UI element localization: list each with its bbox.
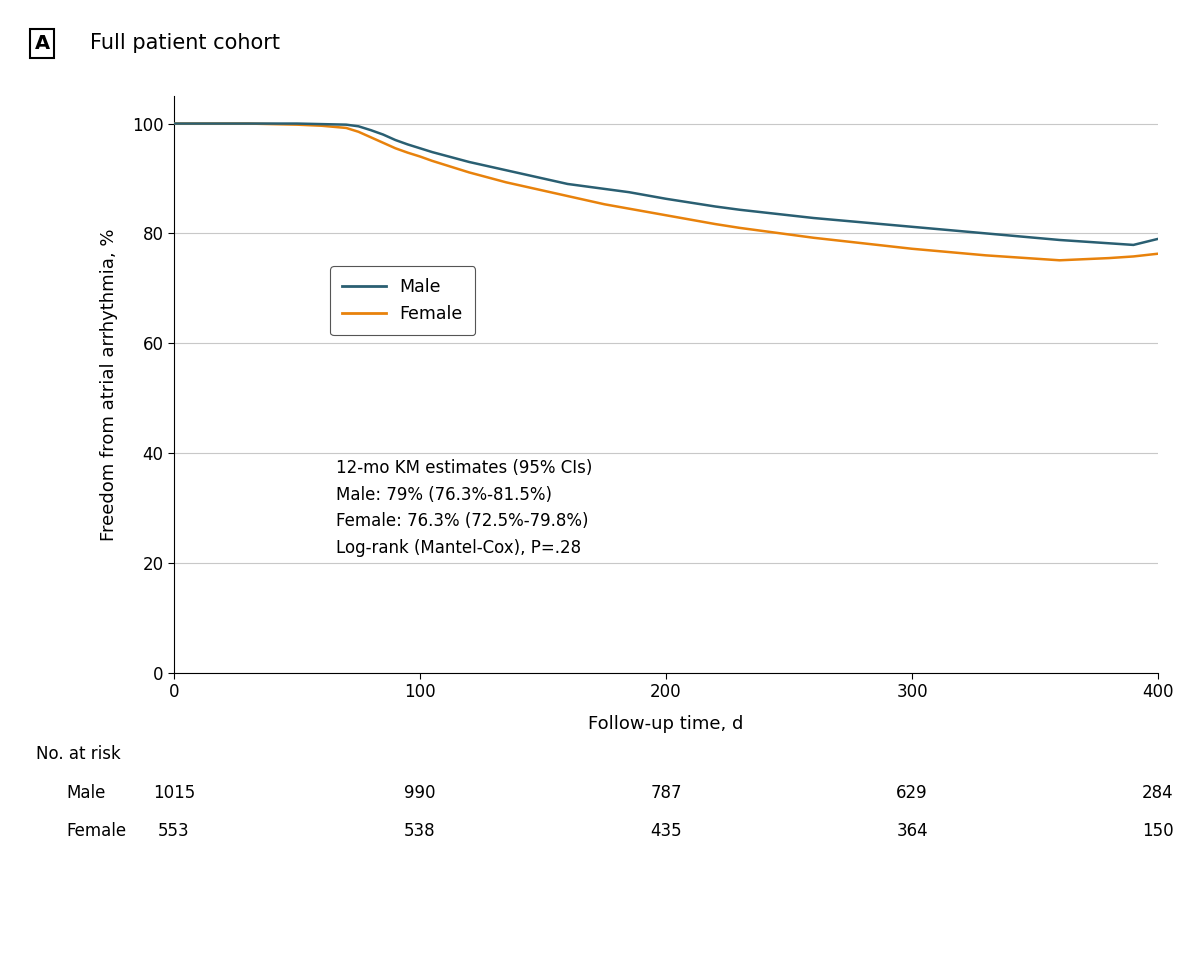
Text: Full patient cohort: Full patient cohort xyxy=(90,34,280,53)
Text: 284: 284 xyxy=(1142,784,1174,801)
Female xyxy=(732,222,746,234)
Male xyxy=(364,124,378,136)
Female xyxy=(610,201,624,212)
Text: A: A xyxy=(35,34,49,53)
Male xyxy=(499,164,514,176)
Text: 150: 150 xyxy=(1142,823,1174,840)
Female xyxy=(499,177,514,188)
Male xyxy=(1151,234,1165,245)
X-axis label: Follow-up time, d: Follow-up time, d xyxy=(588,715,744,733)
Female xyxy=(364,132,378,143)
Text: 435: 435 xyxy=(650,823,682,840)
Text: 553: 553 xyxy=(158,823,190,840)
Male xyxy=(610,185,624,196)
Text: 364: 364 xyxy=(896,823,928,840)
Text: 12-mo KM estimates (95% CIs)
Male: 79% (76.3%-81.5%)
Female: 76.3% (72.5%-79.8%): 12-mo KM estimates (95% CIs) Male: 79% (… xyxy=(336,459,593,556)
Female xyxy=(634,205,648,216)
Text: 538: 538 xyxy=(404,823,436,840)
Line: Male: Male xyxy=(174,124,1158,245)
Female xyxy=(647,208,661,219)
Female xyxy=(1052,255,1067,266)
Text: Male: Male xyxy=(66,784,106,801)
Male xyxy=(1127,239,1141,251)
Text: 629: 629 xyxy=(896,784,928,801)
Legend: Male, Female: Male, Female xyxy=(330,266,475,335)
Line: Female: Female xyxy=(174,124,1158,260)
Text: 1015: 1015 xyxy=(152,784,196,801)
Y-axis label: Freedom from atrial arrhythmia, %: Freedom from atrial arrhythmia, % xyxy=(100,228,118,541)
Female xyxy=(167,118,181,130)
Text: No. at risk: No. at risk xyxy=(36,746,121,763)
Text: Female: Female xyxy=(66,823,126,840)
Male xyxy=(167,118,181,130)
Text: 787: 787 xyxy=(650,784,682,801)
Text: 990: 990 xyxy=(404,784,436,801)
Male xyxy=(647,191,661,203)
Female xyxy=(1151,248,1165,259)
Male xyxy=(634,188,648,200)
Male xyxy=(732,204,746,215)
